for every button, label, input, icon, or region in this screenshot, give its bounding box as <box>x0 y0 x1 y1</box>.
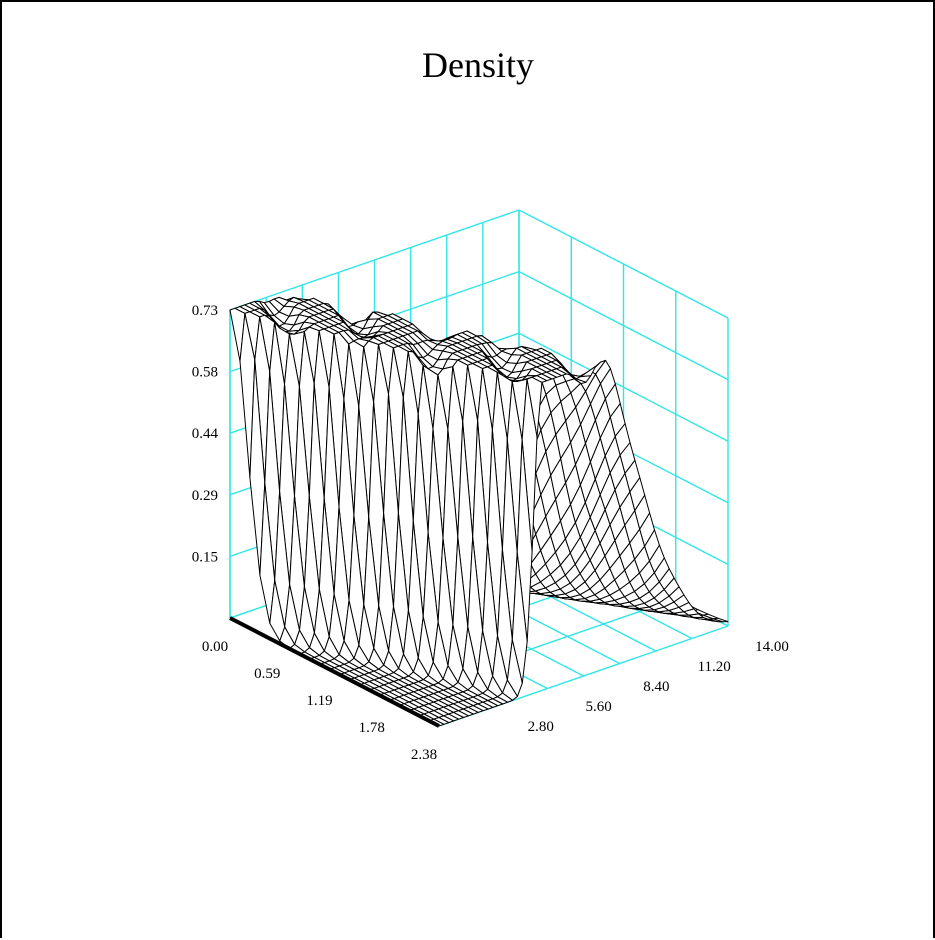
z-tick-label: 0.73 <box>192 303 218 319</box>
x-tick-label: 0.00 <box>202 639 228 655</box>
surface-front-edge <box>229 616 440 728</box>
surface-mesh <box>229 296 729 728</box>
y-tick-label: 14.00 <box>755 639 789 655</box>
z-tick-label: 0.44 <box>192 426 219 442</box>
x-tick-label: 2.38 <box>411 747 437 763</box>
y-tick-label: 8.40 <box>643 679 669 695</box>
z-tick-label: 0.15 <box>192 549 218 565</box>
x-tick-label: 0.59 <box>254 666 280 682</box>
y-tick-label: 11.20 <box>698 659 731 675</box>
x-tick-label: 1.19 <box>306 693 332 709</box>
chart-title: Density <box>422 45 534 85</box>
y-tick-label: 2.80 <box>528 719 554 735</box>
z-tick-label: 0.29 <box>192 488 218 504</box>
x-tick-label: 1.78 <box>359 720 385 736</box>
tick-labels: 0.15 0.29 0.44 0.58 0.73 0.00 0.59 1.19 1.78 2.38… <box>192 303 789 763</box>
z-tick-label: 0.58 <box>192 365 218 381</box>
y-tick-label: 5.60 <box>585 699 611 715</box>
